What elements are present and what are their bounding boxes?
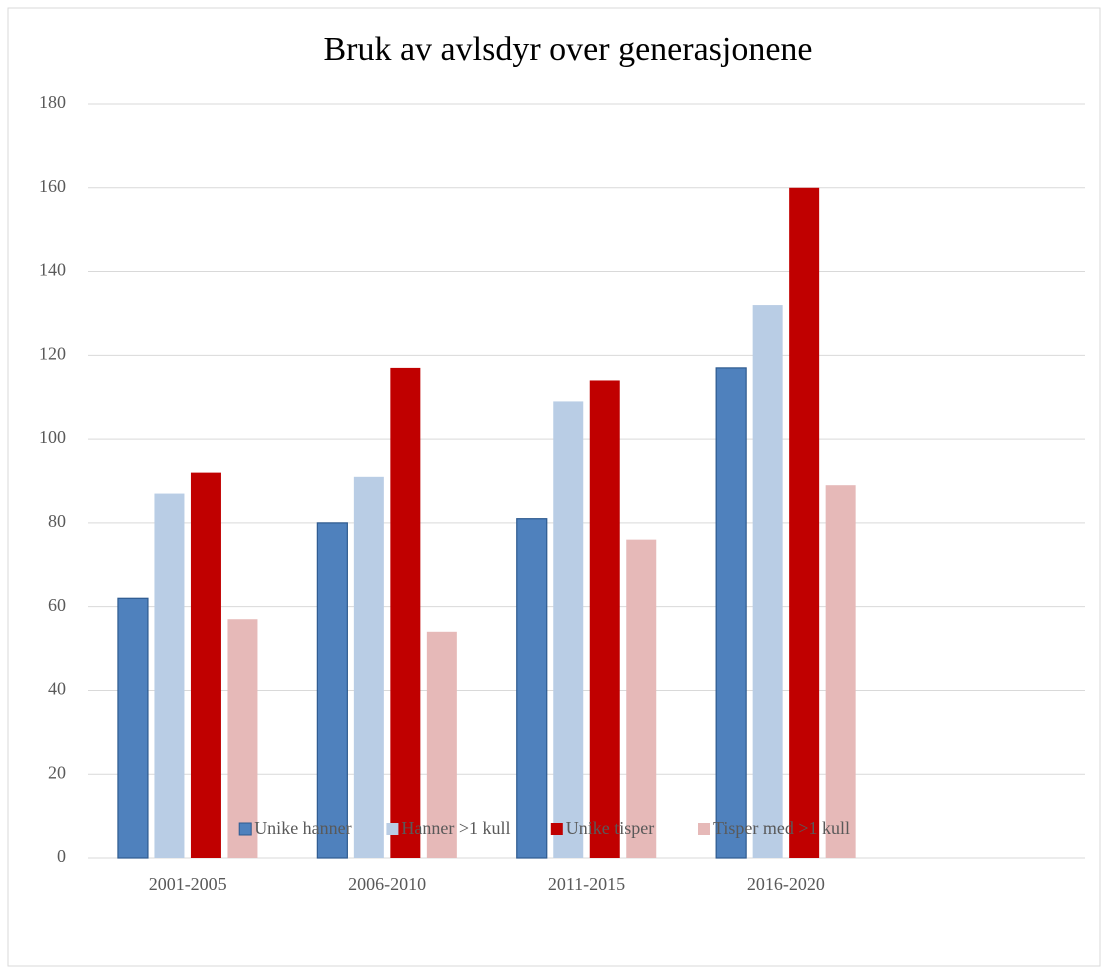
x-tick-label: 2006-2010 <box>348 874 426 894</box>
y-tick-label: 180 <box>39 92 66 112</box>
y-tick-label: 100 <box>39 427 66 447</box>
y-tick-label: 120 <box>39 343 66 363</box>
bar <box>190 472 221 858</box>
bar <box>154 493 185 858</box>
bar <box>715 367 747 859</box>
legend-swatch <box>386 823 399 835</box>
bar <box>353 476 384 858</box>
bar <box>825 485 856 858</box>
legend-label: Unike tisper <box>566 818 654 838</box>
legend-swatch <box>698 823 710 835</box>
bar <box>589 380 620 858</box>
legend-swatch <box>550 823 563 835</box>
legend-swatch <box>238 822 252 836</box>
y-tick-label: 0 <box>57 846 66 866</box>
y-tick-label: 60 <box>48 595 66 615</box>
bar <box>227 619 258 858</box>
bar <box>789 187 820 858</box>
legend-label: Tisper med >1 kull <box>713 818 850 838</box>
bar <box>626 539 657 858</box>
bar <box>426 631 457 858</box>
bar <box>316 522 348 859</box>
y-tick-label: 140 <box>39 260 66 280</box>
y-tick-label: 20 <box>48 762 66 782</box>
y-tick-label: 80 <box>48 511 66 531</box>
legend-label: Hanner >1 kull <box>401 818 510 838</box>
y-tick-label: 160 <box>39 176 66 196</box>
bar <box>516 518 548 859</box>
y-tick-label: 40 <box>48 679 66 699</box>
x-tick-label: 2001-2005 <box>149 874 227 894</box>
x-tick-label: 2011-2015 <box>548 874 625 894</box>
bar <box>752 305 783 859</box>
legend-label: Unike hanner <box>254 818 351 838</box>
bar <box>117 597 149 859</box>
x-tick-label: 2016-2020 <box>747 874 825 894</box>
bar <box>390 367 421 858</box>
chart-title: Bruk av avlsdyr over generasjonene <box>323 31 812 68</box>
bar <box>553 401 584 858</box>
